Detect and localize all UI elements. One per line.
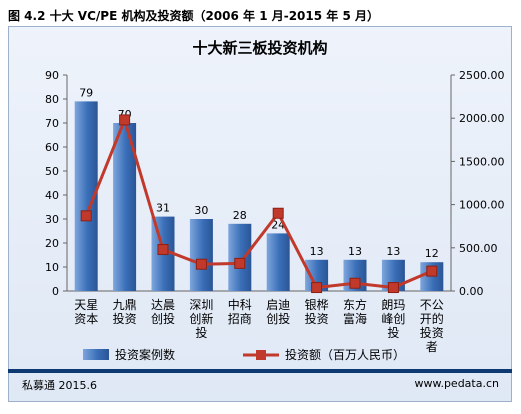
category-label: 峰创 xyxy=(381,312,405,326)
category-label: 创新 xyxy=(189,311,213,326)
y-left-tick-label: 20 xyxy=(45,237,59,250)
y-right-tick-label: 2000.00 xyxy=(459,112,505,125)
bar xyxy=(113,123,137,291)
category-label: 者 xyxy=(426,340,438,354)
line-point xyxy=(272,207,284,219)
category-label: 开的 xyxy=(420,311,444,326)
y-left-tick-label: 40 xyxy=(45,189,59,202)
y-left-tick-label: 60 xyxy=(45,141,59,154)
bar-value-label: 13 xyxy=(310,245,324,258)
line-point xyxy=(195,258,207,270)
y-right-tick-label: 2500.00 xyxy=(459,69,505,82)
bar xyxy=(189,219,213,291)
category-label: 朗玛 xyxy=(381,298,405,312)
bar xyxy=(305,259,329,291)
footer-source: 私募通 2015.6 xyxy=(22,379,97,392)
y-right-tick-label: 500.00 xyxy=(459,242,498,255)
y-right-tick-label: 0.00 xyxy=(459,285,484,298)
y-left-tick-label: 50 xyxy=(45,165,59,178)
category-label: 东方 xyxy=(343,297,367,312)
line-point xyxy=(311,282,323,294)
line-point xyxy=(234,257,246,269)
category-label: 资本 xyxy=(74,312,98,326)
bar-value-label: 30 xyxy=(194,204,208,217)
legend-bar-label: 投资案例数 xyxy=(115,347,175,362)
category-label: 不公 xyxy=(420,298,444,312)
category-label: 创投 xyxy=(266,311,290,326)
category-label: 启迪 xyxy=(266,298,290,312)
y-left-tick-label: 10 xyxy=(45,261,59,274)
line-point xyxy=(349,277,361,289)
bar-value-label: 31 xyxy=(156,202,170,215)
chart-panel: 十大新三板投资机构 0 10 20 30 40 50 60 70 80 90 0.00 500.00 1… xyxy=(8,26,512,402)
bar xyxy=(228,223,252,291)
line-point xyxy=(387,282,399,294)
bar-value-label: 13 xyxy=(348,245,362,258)
category-label: 投资 xyxy=(305,311,329,326)
bar-value-label: 79 xyxy=(79,86,93,99)
category-label: 招商 xyxy=(228,311,252,326)
y-left-tick-label: 70 xyxy=(45,117,59,130)
legend-bar-swatch xyxy=(83,349,109,360)
category-label: 银桦 xyxy=(305,297,329,312)
bar xyxy=(266,233,290,291)
line-point xyxy=(119,114,131,126)
chart-title: 十大新三板投资机构 xyxy=(192,39,328,57)
y-left-tick-label: 30 xyxy=(45,213,59,226)
category-label: 达晨 xyxy=(151,298,175,312)
investment-line xyxy=(84,115,433,290)
category-label: 中科 xyxy=(228,297,252,312)
bar-value-label: 28 xyxy=(233,209,247,222)
y-right-tick-label: 1000.00 xyxy=(459,199,505,212)
legend-line-label: 投资额（百万人民币） xyxy=(285,347,405,362)
category-label: 投 xyxy=(387,325,399,340)
y-right-tick-label: 1500.00 xyxy=(459,155,505,168)
legend-line-marker xyxy=(256,350,266,360)
bar xyxy=(74,101,98,292)
bar xyxy=(381,259,405,291)
chart-svg: 0 10 20 30 40 50 60 70 80 90 0.00 500.00 1000.00 1500… xyxy=(45,69,505,362)
bar-value-label: 13 xyxy=(386,245,400,258)
category-label: 深圳 xyxy=(189,298,213,312)
category-label: 创投 xyxy=(151,311,175,326)
category-label: 天星 xyxy=(74,298,98,312)
figure-caption: 图 4.2 十大 VC/PE 机构及投资额（2006 年 1 月-2015 年 … xyxy=(8,9,379,23)
y-left-tick-label: 80 xyxy=(45,93,59,106)
category-label: 投资 xyxy=(113,311,137,326)
category-label: 富海 xyxy=(343,311,367,326)
line-point xyxy=(157,244,169,256)
y-left-tick-label: 0 xyxy=(52,285,59,298)
y-left-tick-label: 90 xyxy=(45,69,59,82)
category-label: 投资 xyxy=(420,325,444,340)
line-point xyxy=(80,210,92,222)
line-point xyxy=(426,265,438,277)
category-label: 九鼎 xyxy=(113,298,137,312)
bar-value-label: 12 xyxy=(425,247,439,260)
footer-divider xyxy=(8,369,512,373)
footer-url: www.pedata.cn xyxy=(414,377,499,390)
category-label: 投 xyxy=(195,325,207,340)
